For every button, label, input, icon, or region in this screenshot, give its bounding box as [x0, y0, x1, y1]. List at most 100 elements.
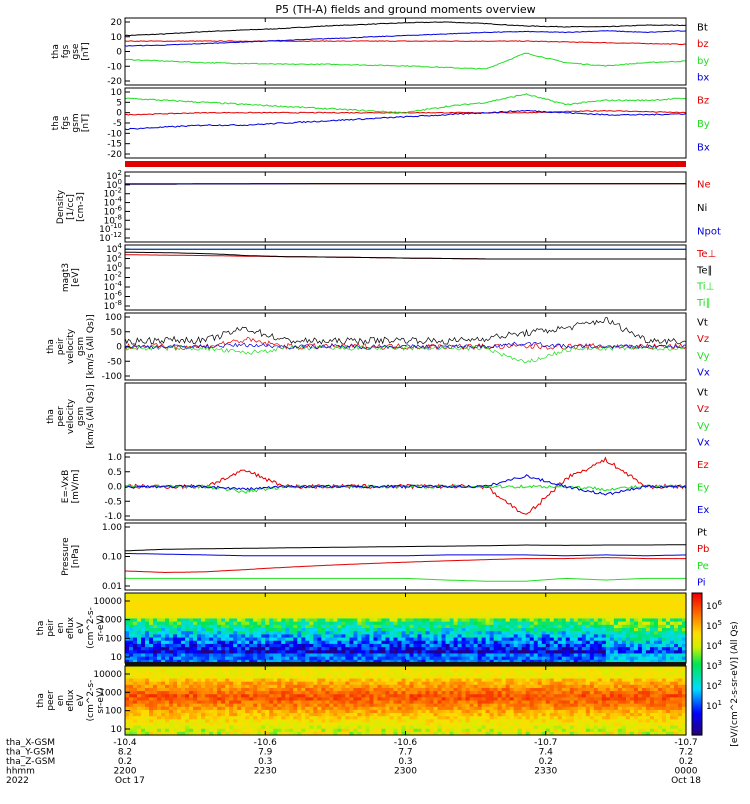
- ylabel-line: velocity: [66, 328, 76, 364]
- series-pressure-Pi: [125, 553, 686, 555]
- series-peir_velocity-Vt: [125, 318, 686, 345]
- ytick-peir_eflux-1: 1000: [99, 616, 122, 626]
- ylabel-line: tha: [46, 339, 56, 354]
- ylabel-line: peir: [46, 619, 56, 637]
- xaxis-rowlabel-3: hhmm: [6, 767, 35, 777]
- legend-pressure-1: Pb: [697, 544, 709, 555]
- legend-density-2: Npot: [697, 226, 721, 237]
- legend-peir_velocity-2: Vy: [697, 351, 710, 362]
- legend-peer_velocity-1: Vz: [697, 404, 709, 415]
- ylabel-line: E=-VxB: [61, 470, 71, 504]
- frame-temperature: [125, 245, 686, 310]
- frame-peer_velocity: [125, 383, 686, 450]
- ytick-peir_velocity-0: 100: [105, 313, 122, 323]
- legend-fgs_gsm-2: Bx: [697, 142, 710, 153]
- series-pressure-Pt: [125, 545, 686, 551]
- ylabel-line: [mV/m]: [71, 470, 81, 504]
- ylabel-line: gsm: [71, 113, 81, 132]
- ylabel-line: Density: [56, 189, 66, 224]
- series-pressure-Pb: [125, 558, 686, 573]
- ytick-peer_eflux-0: 10000: [93, 670, 122, 680]
- legend-pressure-0: Pt: [697, 527, 707, 538]
- xaxis-value-4-2: 0.2: [679, 757, 693, 767]
- ylabel-line: [km/s (All Qs)]: [86, 384, 96, 448]
- legend-fgs_gse-1: bz: [697, 39, 709, 50]
- xaxis-value-0-2: 0.2: [118, 757, 132, 767]
- xaxis-value-0-4: Oct 17: [115, 776, 145, 786]
- xaxis-value-4-3: 0000: [675, 767, 698, 777]
- colorbar-label-text: [eV/(cm^2-s-sr-eV)] (All Qs): [730, 621, 740, 746]
- ylabel-line: fgs: [61, 116, 71, 130]
- legend-peir_velocity-0: Vt: [697, 317, 708, 328]
- xaxis-rowlabel-0: tha_X-GSM: [6, 738, 55, 748]
- ytick-peir_velocity-3: -50: [107, 357, 122, 367]
- xaxis-value-3-3: 2330: [534, 767, 557, 777]
- xaxis-value-4-0: -10.7: [674, 738, 697, 748]
- series-fgs_gse-Bt: [125, 22, 686, 36]
- legend-peir_velocity-1: Vz: [697, 334, 709, 345]
- colorbar-tick-5: 101: [706, 699, 722, 712]
- xaxis-value-2-1: 7.7: [398, 748, 412, 758]
- legend-density-0: Ne: [697, 180, 711, 191]
- xaxis-value-3-2: 0.2: [539, 757, 553, 767]
- ytick-peer_eflux-1: 1000: [99, 688, 122, 698]
- heatmap-separator: [125, 662, 686, 666]
- legend-temperature-2: Ti⊥: [696, 282, 714, 293]
- ylabel-line: peir: [56, 337, 66, 355]
- series-fgs_gse-by: [125, 53, 686, 69]
- ytick-pressure-0: 1.00: [102, 523, 122, 533]
- colorbar: [692, 593, 702, 736]
- xaxis-value-2-3: 2300: [394, 767, 417, 777]
- legend-pressure-2: Pe: [697, 561, 709, 572]
- ylabel-line: gsm: [76, 337, 86, 356]
- ylabel-line: tha: [51, 116, 61, 131]
- frame-fgs_gsm: [125, 88, 686, 158]
- ylabel-line: peer: [56, 406, 66, 427]
- ylabel-line: [1/cc]: [66, 194, 76, 220]
- ytick-efield-4: -1.0: [104, 512, 122, 522]
- ytick-fgs_gsm-6: -20: [107, 150, 122, 160]
- ylabel-line: [nT]: [81, 114, 91, 132]
- legend-peer_velocity-3: Vx: [697, 438, 710, 449]
- legend-peer_velocity-0: Vt: [697, 387, 708, 398]
- ylabel-line: [eV]: [71, 268, 81, 287]
- ylabel-line: eV: [76, 621, 86, 634]
- ylabel-line: tha: [51, 44, 61, 59]
- ylabel-line: eV: [76, 694, 86, 707]
- legend-fgs_gse-2: by: [697, 56, 709, 67]
- ylabel-line: eflux: [66, 689, 76, 712]
- series-fgs_gsm-By: [125, 94, 686, 114]
- ylabel-line: en: [56, 622, 66, 633]
- ytick-peer_eflux-3: 10: [111, 725, 123, 735]
- xaxis-value-2-0: -10.6: [394, 738, 418, 748]
- ytick-efield-3: -0.5: [104, 497, 122, 507]
- legend-pressure-3: Pi: [697, 578, 706, 589]
- ylabel-line: tha: [36, 693, 46, 708]
- xaxis-value-1-2: 0.3: [258, 757, 272, 767]
- ytick-efield-0: 1.0: [108, 453, 123, 463]
- legend-temperature-0: Te⊥: [696, 249, 716, 260]
- xaxis-value-3-1: 7.4: [539, 748, 554, 758]
- colorbar-tick-3: 103: [706, 659, 722, 672]
- ytick-peir_eflux-2: 100: [105, 634, 122, 644]
- ylabel-line: velocity: [66, 398, 76, 434]
- ylabel-line: [cm-3]: [76, 192, 86, 222]
- ytick-efield-2: 0.0: [108, 483, 123, 493]
- ylabel-pressure: Pressure[nPa]: [61, 537, 81, 576]
- ytick-fgs_gse-0: 20: [111, 18, 123, 28]
- ytick-fgs_gsm-0: 10: [111, 88, 123, 98]
- frame-density: [125, 172, 686, 242]
- flag-bar: [125, 161, 686, 167]
- ylabel-line: en: [56, 695, 66, 706]
- ylabel-density: Density[1/cc][cm-3]: [56, 189, 86, 224]
- figure-title: P5 (TH-A) fields and ground moments over…: [275, 3, 535, 16]
- xaxis-value-0-1: 8.2: [118, 748, 132, 758]
- ytick-fgs_gsm-5: -15: [107, 140, 122, 150]
